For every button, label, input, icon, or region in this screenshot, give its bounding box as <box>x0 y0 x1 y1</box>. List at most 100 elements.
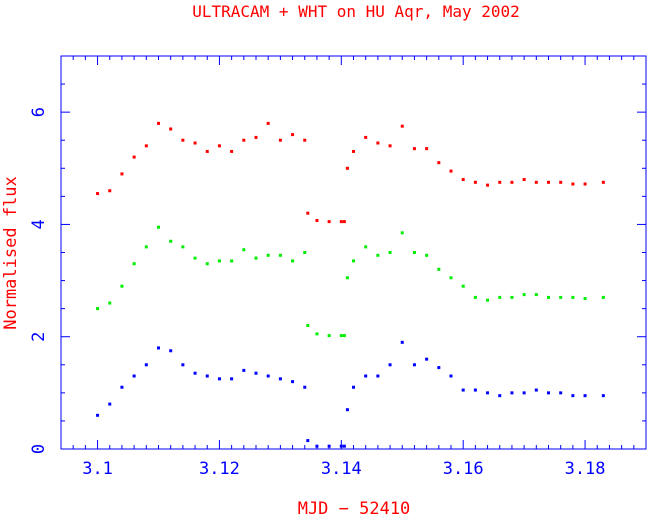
chart-title: ULTRACAM + WHT on HU Aqr, May 2002 <box>192 2 520 21</box>
data-point <box>193 371 197 375</box>
data-point <box>339 220 343 224</box>
data-point <box>278 253 282 257</box>
data-series <box>96 121 605 448</box>
data-point <box>376 253 380 257</box>
data-point <box>193 256 197 260</box>
data-point <box>364 374 368 378</box>
data-point <box>461 178 465 182</box>
data-point <box>364 245 368 249</box>
data-point <box>388 363 392 367</box>
data-point <box>303 251 307 254</box>
x-tick-label: 3.18 <box>565 459 606 479</box>
data-point <box>291 380 295 384</box>
data-point <box>601 394 605 398</box>
series-1 <box>96 225 605 338</box>
data-point <box>345 276 349 280</box>
data-point <box>169 127 173 131</box>
data-point <box>498 180 502 184</box>
data-point <box>571 394 575 398</box>
y-tick-label: 2 <box>29 332 49 342</box>
data-point <box>157 121 160 125</box>
data-point <box>559 295 563 299</box>
data-point <box>547 295 550 299</box>
data-point <box>449 169 453 173</box>
x-tick-label: 3.1 <box>82 459 113 479</box>
y-tick-label: 6 <box>29 107 49 117</box>
data-point <box>96 192 100 196</box>
data-point <box>473 295 477 299</box>
data-point <box>339 444 343 448</box>
data-point <box>132 374 136 378</box>
data-point <box>376 374 380 378</box>
data-point <box>449 276 453 280</box>
data-point <box>181 245 185 249</box>
data-point <box>205 262 209 266</box>
data-point <box>303 385 307 389</box>
data-point <box>169 239 173 243</box>
data-point <box>205 374 209 378</box>
data-point <box>181 363 185 367</box>
x-tick-label: 3.16 <box>443 459 484 479</box>
data-point <box>388 251 392 254</box>
data-point <box>437 267 441 271</box>
data-point <box>303 138 307 142</box>
data-point <box>254 256 258 260</box>
data-point <box>388 144 392 148</box>
data-point <box>169 349 173 353</box>
data-point <box>327 220 331 224</box>
data-point <box>278 377 282 381</box>
data-point <box>254 371 258 375</box>
y-axis-ticks: 0 2 4 6 <box>29 83 646 454</box>
data-point <box>315 219 319 222</box>
y-tick-label: 4 <box>29 219 49 229</box>
data-point <box>437 161 441 165</box>
data-point <box>144 363 148 367</box>
data-point <box>510 391 514 395</box>
data-point <box>217 377 221 381</box>
plot-frame <box>60 55 647 450</box>
data-point <box>437 366 441 370</box>
data-point <box>266 374 270 378</box>
data-point <box>473 388 477 392</box>
data-point <box>306 211 310 215</box>
data-point <box>327 444 331 448</box>
data-point <box>242 368 246 372</box>
data-point <box>306 323 310 327</box>
data-point <box>510 180 514 184</box>
data-point <box>132 262 136 266</box>
data-point <box>230 259 234 263</box>
data-point <box>291 259 295 263</box>
data-point <box>120 172 124 176</box>
data-point <box>376 141 380 145</box>
x-axis-ticks: 3.1 3.12 3.14 3.16 3.18 <box>72 56 635 479</box>
data-point <box>400 231 404 235</box>
data-point <box>132 155 136 159</box>
data-point <box>486 391 490 395</box>
data-point <box>157 225 160 229</box>
data-point <box>425 253 429 257</box>
data-point <box>559 391 563 395</box>
data-point <box>345 166 349 170</box>
data-point <box>217 144 221 148</box>
data-point <box>352 149 355 153</box>
data-point <box>425 147 429 151</box>
data-point <box>601 180 605 184</box>
data-point <box>522 391 526 395</box>
data-point <box>583 394 587 398</box>
data-point <box>291 133 295 137</box>
data-point <box>254 135 258 139</box>
data-point <box>108 301 112 305</box>
data-point <box>583 182 587 186</box>
data-point <box>486 298 490 302</box>
data-point <box>181 138 185 142</box>
data-point <box>205 149 209 153</box>
data-point <box>412 251 416 254</box>
data-point <box>278 138 282 142</box>
data-point <box>242 138 246 142</box>
data-point <box>315 444 319 448</box>
data-point <box>534 180 538 184</box>
data-point <box>559 180 563 184</box>
data-point <box>230 149 234 153</box>
data-point <box>96 413 100 417</box>
data-point <box>230 377 234 381</box>
